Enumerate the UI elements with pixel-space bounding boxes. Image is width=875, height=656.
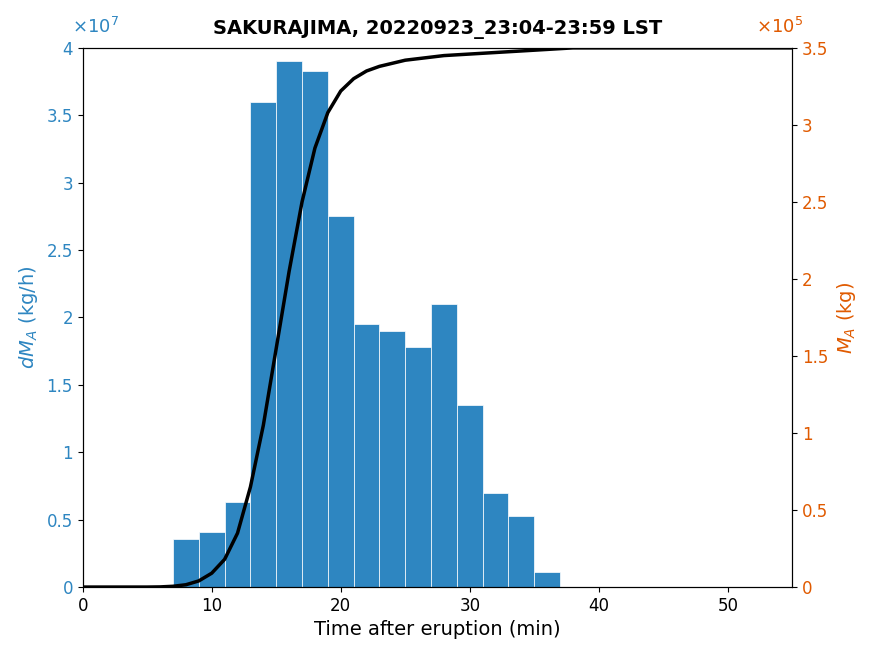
X-axis label: Time after eruption (min): Time after eruption (min) — [314, 621, 561, 640]
Bar — [431, 304, 457, 587]
Bar — [457, 405, 483, 587]
Bar — [354, 324, 380, 587]
Bar — [405, 347, 431, 587]
Bar — [199, 532, 225, 587]
Title: SAKURAJIMA, 20220923_23:04-23:59 LST: SAKURAJIMA, 20220923_23:04-23:59 LST — [213, 20, 662, 39]
Y-axis label: $M_A\ \mathregular{(kg)}$: $M_A\ \mathregular{(kg)}$ — [836, 281, 858, 354]
Bar — [173, 539, 199, 587]
Bar — [250, 102, 276, 587]
Bar — [535, 572, 560, 587]
Bar — [276, 62, 302, 587]
Bar — [328, 216, 354, 587]
Text: $\times\mathregular{10}^{\mathregular{5}}$: $\times\mathregular{10}^{\mathregular{5}… — [756, 16, 803, 37]
Bar — [302, 71, 328, 587]
Bar — [483, 493, 508, 587]
Text: $\times\mathregular{10}^{\mathregular{7}}$: $\times\mathregular{10}^{\mathregular{7}… — [72, 16, 119, 37]
Y-axis label: $dM_A\ \mathregular{(kg/h)}$: $dM_A\ \mathregular{(kg/h)}$ — [17, 266, 39, 369]
Bar — [225, 502, 250, 587]
Bar — [380, 331, 405, 587]
Bar — [508, 516, 535, 587]
